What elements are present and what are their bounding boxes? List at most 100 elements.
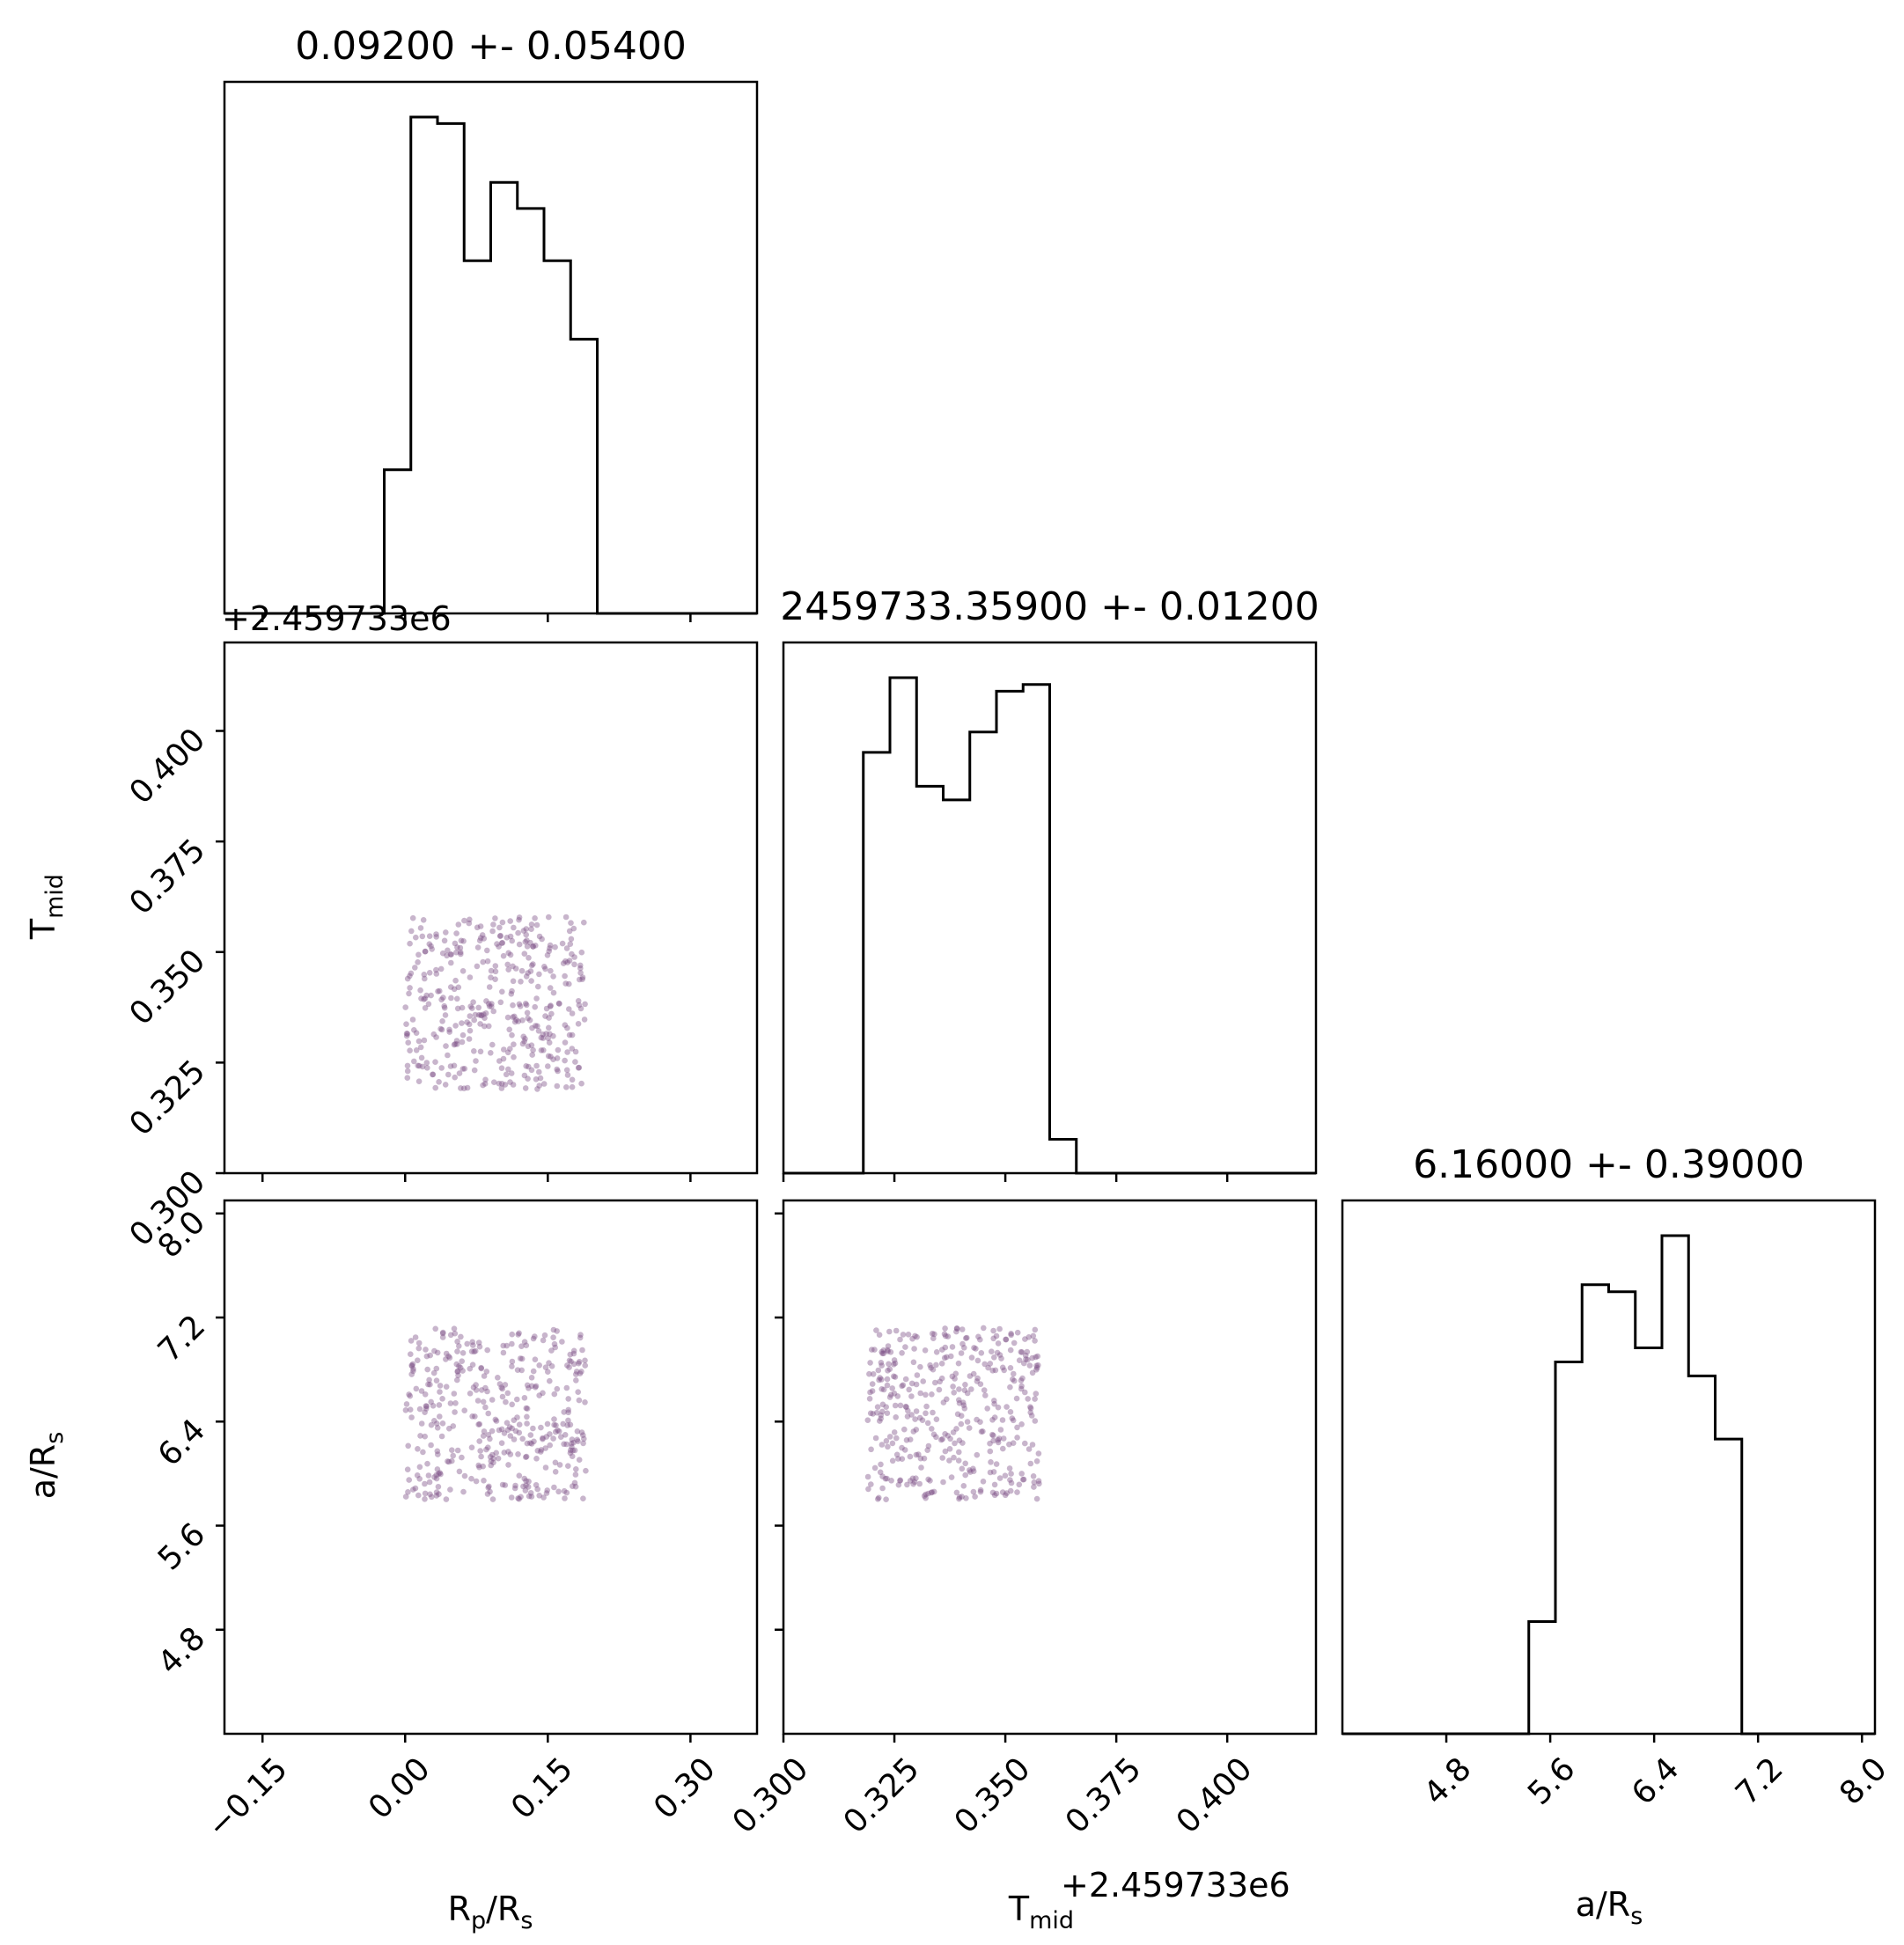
scatter-point (420, 917, 427, 923)
scatter-point (991, 1400, 997, 1407)
y-tick-label: 6.4 (151, 1413, 212, 1473)
scatter-point (520, 928, 527, 934)
scatter-point (550, 973, 556, 980)
scatter-point (437, 1471, 444, 1478)
scatter-point (937, 1378, 943, 1385)
scatter-point (454, 1368, 461, 1375)
scatter-point (443, 1350, 450, 1357)
scatter-point (879, 1350, 886, 1357)
scatter-point (509, 1401, 515, 1408)
y-tick-label: 0.350 (122, 943, 212, 1032)
scatter-point (545, 1053, 552, 1060)
x-tick-label: 0.375 (1059, 1750, 1149, 1840)
scatter-point (1007, 1487, 1014, 1494)
scatter-point (565, 1417, 571, 1424)
scatter-point (477, 1021, 483, 1027)
scatter-point (423, 992, 430, 999)
scatter-point (924, 1420, 931, 1427)
scatter-point (930, 1366, 937, 1373)
scatter-point (485, 1444, 491, 1450)
scatter-point (899, 1456, 906, 1462)
scatter-point (426, 1376, 432, 1384)
scatter-point (454, 1005, 461, 1012)
scatter-point (524, 1420, 530, 1427)
scatter-point (974, 1378, 981, 1384)
scatter-point (558, 1434, 564, 1440)
scatter-point (528, 1383, 535, 1390)
scatter-point (405, 1039, 412, 1046)
scatter-point (430, 1071, 437, 1078)
scatter-point (483, 1446, 489, 1453)
scatter-point (959, 1399, 967, 1406)
scatter-point (474, 944, 482, 950)
scatter-point (514, 1367, 521, 1373)
scatter-point (484, 1347, 490, 1354)
scatter-point (422, 1490, 429, 1497)
scatter-point (551, 1416, 557, 1422)
scatter-point (556, 1428, 562, 1435)
scatter-point (1033, 1458, 1040, 1464)
scatter-point (525, 1015, 531, 1022)
scatter-point (407, 1047, 413, 1053)
scatter-point (878, 1412, 885, 1419)
scatter-point (404, 1062, 411, 1069)
scatter-point (880, 1386, 887, 1393)
scatter-point (428, 992, 434, 999)
scatter-point (516, 916, 522, 923)
scatter-point (548, 1053, 554, 1060)
scatter-point (523, 1002, 530, 1009)
scatter-point (900, 1332, 907, 1338)
scatter-point (489, 1003, 495, 1009)
scatter-point (967, 1469, 974, 1475)
scatter-point (582, 1399, 588, 1406)
scatter-point (411, 1058, 417, 1065)
scatter-point (430, 1403, 437, 1409)
scatter-point (1033, 1354, 1039, 1361)
scatter-point (522, 938, 529, 945)
scatter-point (411, 1027, 417, 1033)
scatter-point (460, 1488, 467, 1495)
scatter-point (575, 1021, 582, 1027)
scatter-point (991, 1492, 998, 1499)
scatter-point (546, 1015, 552, 1021)
scatter-point (990, 1469, 997, 1475)
scatter-point (480, 1398, 487, 1406)
scatter-point (485, 1432, 492, 1438)
scatter-point (417, 925, 424, 931)
scatter-point (977, 1381, 984, 1387)
scatter-point (478, 1012, 484, 1018)
scatter-point (921, 1493, 928, 1499)
scatter-point (436, 1471, 442, 1477)
scatter-point (515, 1018, 522, 1024)
scatter-point (503, 1398, 509, 1406)
scatter-point (536, 971, 542, 978)
scatter-point (577, 965, 584, 972)
scatter-point (910, 1428, 917, 1435)
scatter-point (963, 1495, 969, 1501)
scatter-point (441, 937, 448, 944)
scatter-point (1033, 1391, 1040, 1397)
scatter-point (457, 944, 464, 951)
scatter-point (963, 1335, 969, 1341)
scatter-point (909, 1335, 915, 1342)
scatter-point (917, 1455, 924, 1462)
scatter-point (482, 1384, 489, 1391)
scatter-point (416, 1464, 423, 1471)
scatter-point (456, 1343, 462, 1349)
scatter-point (404, 1075, 411, 1081)
scatter-point (452, 1041, 459, 1047)
scatter-point (416, 1062, 423, 1069)
scatter-point (532, 915, 538, 921)
scatter-point (415, 1345, 423, 1352)
scatter-point (1007, 1409, 1014, 1415)
scatter-point (498, 1426, 505, 1433)
scatter-point (431, 1347, 437, 1354)
scatter-point (404, 975, 411, 982)
scatter-point (434, 1425, 441, 1431)
scatter-point (454, 1447, 461, 1454)
scatter-point (444, 952, 450, 959)
scatter-point (925, 1476, 931, 1483)
scatter-point (973, 1346, 979, 1352)
scatter-point (891, 1362, 897, 1368)
